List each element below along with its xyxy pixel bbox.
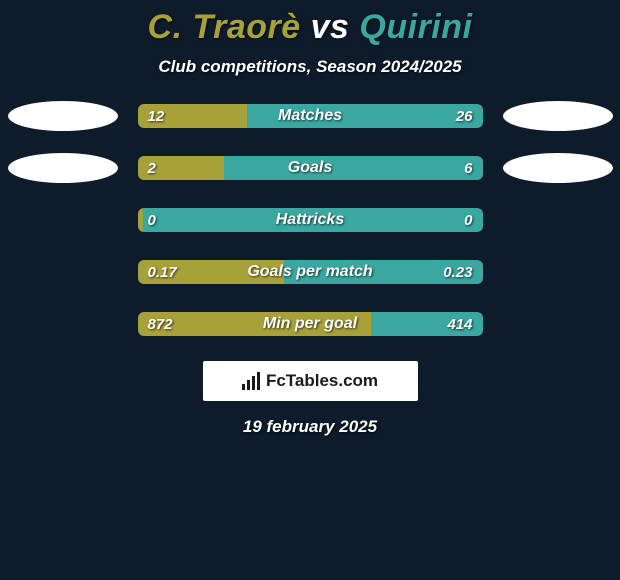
logo-spacer: [503, 309, 613, 339]
stats-rows: 1226Matches 26Goals 00Hattricks 0.170.23Goa…: [0, 101, 620, 339]
stat-label: Goals per match: [138, 260, 483, 284]
stat-bar: 00Hattricks: [138, 208, 483, 232]
team-logo-left: [8, 153, 118, 183]
comparison-card: C. Traorè vs Quirini Club competitions, …: [0, 0, 620, 437]
logo-spacer: [503, 205, 613, 235]
stat-bar: 872414Min per goal: [138, 312, 483, 336]
subtitle: Club competitions, Season 2024/2025: [0, 57, 620, 77]
logo-spacer: [8, 205, 118, 235]
stat-row: 872414Min per goal: [0, 309, 620, 339]
stat-label: Hattricks: [138, 208, 483, 232]
logo-spacer: [503, 257, 613, 287]
logo-spacer: [8, 257, 118, 287]
stat-bar: 26Goals: [138, 156, 483, 180]
team-logo-left: [8, 101, 118, 131]
stat-row: 26Goals: [0, 153, 620, 183]
logo-spacer: [8, 309, 118, 339]
stat-label: Matches: [138, 104, 483, 128]
stat-bar: 1226Matches: [138, 104, 483, 128]
vs-text: vs: [311, 8, 350, 46]
page-title: C. Traorè vs Quirini: [0, 8, 620, 47]
stat-bar: 0.170.23Goals per match: [138, 260, 483, 284]
stat-label: Goals: [138, 156, 483, 180]
team-logo-right: [503, 153, 613, 183]
stat-label: Min per goal: [138, 312, 483, 336]
team-logo-right: [503, 101, 613, 131]
ellipse-icon: [8, 101, 118, 131]
bar-chart-icon: [242, 372, 260, 390]
player2-name: Quirini: [359, 8, 472, 46]
ellipse-icon: [503, 153, 613, 183]
brand-text: FcTables.com: [266, 371, 378, 391]
player1-name: C. Traorè: [148, 8, 301, 46]
ellipse-icon: [503, 101, 613, 131]
brand-box[interactable]: FcTables.com: [203, 361, 418, 401]
stat-row: 1226Matches: [0, 101, 620, 131]
ellipse-icon: [8, 153, 118, 183]
date: 19 february 2025: [0, 417, 620, 437]
stat-row: 0.170.23Goals per match: [0, 257, 620, 287]
stat-row: 00Hattricks: [0, 205, 620, 235]
